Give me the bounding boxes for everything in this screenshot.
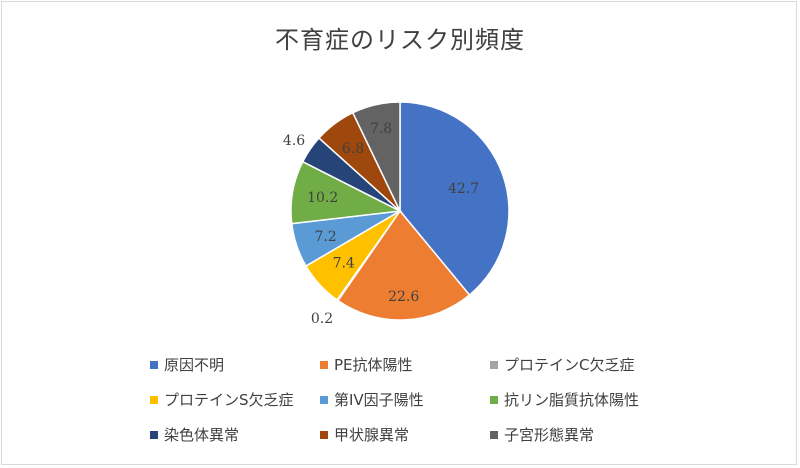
data-label-7: 4.6	[283, 133, 305, 149]
data-label-4: 7.4	[333, 256, 355, 272]
pie-slice-1[interactable]	[399, 101, 510, 297]
data-label-8: 6.8	[342, 141, 364, 157]
pie-slice-2[interactable]	[336, 209, 471, 321]
pie-slice-9[interactable]	[351, 101, 401, 212]
chart-title: 不育症のリスク別頻度	[275, 26, 525, 54]
data-label-2: 22.6	[388, 289, 419, 305]
data-label-6: 10.2	[307, 190, 338, 206]
data-label-3: 0.2	[311, 311, 333, 327]
data-label-1: 42.7	[448, 181, 479, 197]
data-label-9: 7.8	[370, 121, 392, 137]
data-label-5: 7.2	[314, 229, 336, 245]
